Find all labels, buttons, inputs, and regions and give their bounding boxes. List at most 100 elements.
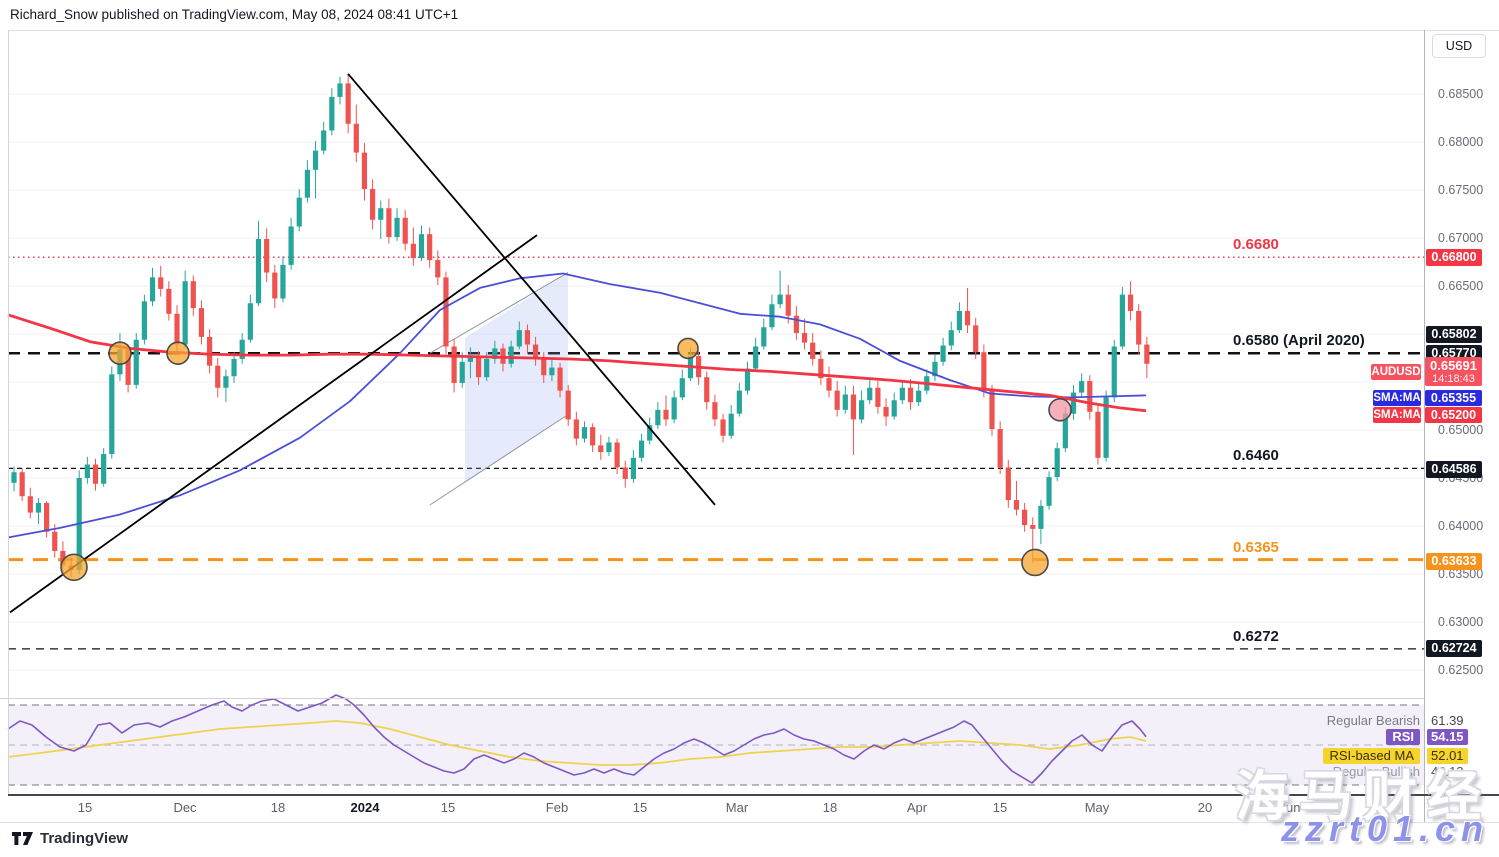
price-axis-label: 0.65000	[1438, 423, 1484, 437]
candle-body	[834, 390, 840, 410]
candle-body	[255, 238, 262, 304]
tradingview-logo-text: TradingView	[40, 830, 129, 847]
candle-body	[777, 294, 783, 305]
time-axis-label: Jun	[1279, 800, 1301, 815]
candle-body	[606, 442, 612, 453]
candle-body	[1095, 411, 1101, 458]
candle-body	[182, 281, 188, 345]
candle-body	[867, 387, 873, 401]
candle-body	[443, 277, 449, 347]
candle-body	[386, 208, 392, 238]
candle-body	[891, 400, 897, 417]
rsi-line	[7, 694, 1147, 784]
candle-body	[370, 189, 376, 220]
candle-body	[1046, 477, 1052, 506]
channel-line-0	[429, 272, 569, 354]
candle-body	[907, 387, 914, 403]
time-axis-label: Apr	[906, 800, 928, 815]
candle-body	[932, 361, 938, 377]
candle-body	[1038, 505, 1044, 529]
candle-body	[272, 272, 278, 299]
candle-body	[198, 308, 205, 337]
usd-currency-button[interactable]: USD	[1432, 34, 1486, 58]
candle-body	[744, 368, 751, 391]
candle-body	[916, 390, 922, 403]
candle-body	[44, 502, 50, 532]
candle-body	[712, 402, 718, 420]
time-axis-label: 15	[77, 800, 93, 815]
rsi-row-label: RSI-based MA	[1323, 748, 1420, 764]
level-label: 0.6460	[1233, 447, 1279, 465]
candle-body	[826, 378, 832, 391]
candle-body	[353, 123, 359, 153]
candle-body	[394, 217, 400, 238]
candle-body	[174, 313, 180, 345]
time-axis-label: Mar	[725, 800, 749, 815]
candle-body	[1119, 294, 1125, 347]
level-label: 0.6580 (April 2020)	[1233, 332, 1365, 350]
candle-body	[35, 502, 42, 513]
candle-body	[671, 397, 677, 420]
candle-body	[590, 427, 596, 446]
candle-body	[801, 333, 808, 343]
time-axis-bottom-border	[0, 822, 1499, 823]
candle-body	[818, 358, 824, 379]
candle-body	[1054, 448, 1060, 478]
price-axis-label: 0.63500	[1438, 567, 1484, 581]
candle-body	[223, 376, 229, 388]
symbol-countdown: 14:18:43	[1432, 373, 1475, 385]
candle-body	[622, 467, 628, 479]
candle-body	[1111, 346, 1117, 398]
candle-body	[679, 378, 685, 398]
candle-body	[133, 339, 139, 385]
tradingview-logo[interactable]: TradingView	[12, 830, 128, 847]
price-axis-border	[1424, 30, 1425, 822]
candle-body	[239, 339, 245, 359]
candle-body	[516, 330, 522, 347]
candle-body	[329, 96, 335, 131]
candle-body	[1070, 392, 1077, 414]
candle-body	[549, 367, 555, 376]
candle-body	[410, 243, 416, 259]
price-axis-label: 0.62500	[1438, 663, 1484, 677]
candle-body	[158, 277, 164, 289]
candle-body	[190, 281, 196, 309]
candle-body	[1103, 397, 1109, 458]
candle-body	[402, 217, 408, 244]
watermark-site-name: 海马财经	[1235, 767, 1491, 827]
orange-circle-annotation	[166, 341, 190, 366]
candle-body	[451, 346, 457, 383]
candle-body	[598, 445, 604, 453]
candle-body	[899, 387, 905, 401]
candle-body	[345, 83, 351, 124]
price-axis-badge: 0.64586	[1426, 461, 1482, 479]
price-axis-label: 0.67500	[1438, 183, 1484, 197]
time-axis-label: 15	[440, 800, 456, 815]
candle-body	[109, 374, 115, 454]
time-axis-label: 18	[270, 800, 286, 815]
candle-body	[1144, 344, 1150, 364]
candle-body	[964, 310, 971, 326]
candle-body	[27, 496, 33, 513]
candle-body	[321, 130, 327, 151]
orange-circle-annotation	[60, 553, 88, 582]
publish-attribution: Richard_Snow published on TradingView.co…	[10, 7, 459, 22]
candle-body	[60, 550, 66, 566]
symbol-last-price: 0.65691	[1430, 358, 1477, 373]
candle-body	[101, 454, 107, 484]
price-axis-badge: 0.66800	[1426, 248, 1482, 266]
candle-body	[859, 400, 865, 420]
candle-body	[508, 346, 514, 364]
candle-body	[149, 277, 156, 302]
candle-body	[573, 419, 579, 439]
candle-body	[940, 345, 946, 362]
pane-top-border	[8, 30, 1499, 31]
level-label: 0.6272	[1233, 627, 1279, 645]
candle-body	[875, 387, 881, 407]
time-axis-label: 18	[822, 800, 838, 815]
price-axis-badge: 0.62724	[1426, 639, 1482, 657]
rsi-pane-separator	[0, 698, 1424, 699]
rsi-ma-line	[7, 720, 1147, 766]
candle-body	[207, 336, 213, 366]
